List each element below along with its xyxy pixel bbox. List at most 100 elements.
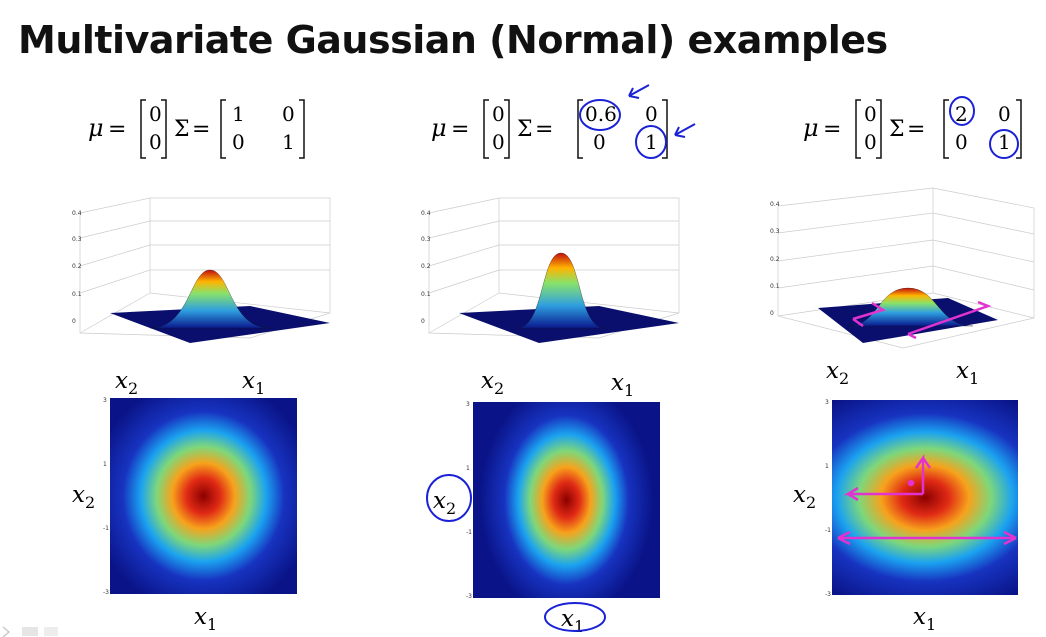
z-tick: 0.4 bbox=[770, 201, 780, 208]
heat-tick: 1 bbox=[825, 463, 829, 470]
x1-axis-label: x1 bbox=[956, 358, 979, 388]
annotation-arrow bbox=[674, 123, 696, 138]
sigma-symbol: Σ bbox=[174, 117, 190, 142]
x1-axis-label: x1 bbox=[611, 370, 634, 400]
mu-symbol: μ bbox=[803, 114, 819, 142]
equals-sign: = bbox=[192, 117, 210, 142]
heat-tick: -1 bbox=[825, 527, 831, 534]
annotation-circle bbox=[949, 96, 975, 126]
sigma-value: 0 bbox=[645, 102, 658, 126]
heat-tick: -3 bbox=[825, 591, 831, 598]
z-tick: 0.3 bbox=[421, 236, 431, 243]
annotation-arrow bbox=[852, 301, 886, 328]
contour-heatmap: 3 1 -1 -3 x2 x1 bbox=[793, 399, 1018, 634]
mu-value-2: 0 bbox=[149, 130, 162, 154]
play-icon[interactable] bbox=[2, 626, 10, 637]
z-tick: 0.1 bbox=[770, 283, 780, 290]
z-tick: 0.2 bbox=[72, 263, 82, 270]
x2-axis-label: x2 bbox=[793, 482, 816, 512]
slide-title: Multivariate Gaussian (Normal) examples bbox=[18, 18, 888, 62]
x2-axis-label: x2 bbox=[481, 368, 504, 398]
example-column-1: μ = 0 0 Σ = 1 0 0 1 bbox=[0, 80, 348, 637]
z-tick: 0 bbox=[421, 318, 425, 325]
heat-tick: -3 bbox=[103, 589, 109, 596]
equals-sign: = bbox=[823, 117, 841, 142]
screen-icon[interactable] bbox=[22, 627, 38, 636]
example-column-3: μ = 0 0 Σ = 2 0 0 1 bbox=[698, 80, 1046, 637]
sigma-symbol: Σ bbox=[889, 117, 905, 142]
equals-sign: = bbox=[535, 117, 553, 142]
annotation-arrow bbox=[914, 454, 932, 494]
equals-sign: = bbox=[108, 117, 126, 142]
x1-axis-label: x1 bbox=[561, 606, 584, 636]
heat-tick: 1 bbox=[103, 461, 107, 468]
mu-value-2: 0 bbox=[492, 130, 505, 154]
z-tick: 0.4 bbox=[421, 210, 431, 217]
sigma-value: 0 bbox=[593, 130, 606, 154]
x1-axis-label: x1 bbox=[242, 368, 265, 398]
example-column-2: μ = 0 0 Σ = 0.6 0 0 1 bbox=[349, 80, 697, 637]
z-tick: 0.2 bbox=[770, 256, 780, 263]
heat-tick: -1 bbox=[103, 525, 109, 532]
sigma-value: 1 bbox=[998, 130, 1011, 154]
mu-symbol: μ bbox=[431, 114, 447, 142]
video-player-controls[interactable] bbox=[0, 625, 80, 637]
heat-tick: 3 bbox=[466, 401, 470, 408]
x2-axis-label: x2 bbox=[433, 488, 456, 518]
z-tick: 0 bbox=[72, 318, 76, 325]
sigma-symbol: Σ bbox=[517, 117, 533, 142]
heat-tick: -1 bbox=[466, 529, 472, 536]
x2-axis-label: x2 bbox=[72, 482, 95, 512]
z-tick: 0 bbox=[770, 310, 774, 317]
volume-icon[interactable] bbox=[44, 627, 58, 636]
mu-value-1: 0 bbox=[149, 102, 162, 126]
mu-value-1: 0 bbox=[864, 102, 877, 126]
annotation-dot bbox=[907, 479, 915, 487]
x1-axis-label: x1 bbox=[913, 604, 936, 634]
parameter-formula: μ = 0 0 Σ = 1 0 0 1 bbox=[88, 99, 305, 159]
annotation-arrow bbox=[907, 300, 992, 340]
annotation-circle bbox=[989, 129, 1019, 159]
annotation-circle bbox=[544, 602, 606, 632]
mu-symbol: μ bbox=[88, 114, 104, 142]
surface-plot: 0.4 0.3 0.2 0.1 0 x2 x1 bbox=[770, 187, 1035, 388]
x2-axis-label: x2 bbox=[115, 368, 138, 398]
pink-arrows bbox=[837, 454, 1017, 546]
sigma-value: 0 bbox=[955, 130, 968, 154]
x1-axis-label: x1 bbox=[194, 604, 217, 634]
sigma-value: 1 bbox=[232, 102, 245, 126]
parameter-formula: μ = 0 0 Σ = 0.6 0 0 1 bbox=[431, 84, 696, 159]
annotation-circle bbox=[579, 99, 621, 131]
z-tick: 0.3 bbox=[72, 236, 82, 243]
mu-value-2: 0 bbox=[864, 130, 877, 154]
sigma-value: 2 bbox=[955, 102, 968, 126]
annotation-circle bbox=[426, 474, 472, 522]
z-tick: 0.1 bbox=[72, 291, 82, 298]
annotation-arrow bbox=[837, 530, 1017, 546]
sigma-value: 0 bbox=[998, 102, 1011, 126]
annotation-arrow bbox=[843, 486, 923, 502]
z-tick: 0.1 bbox=[421, 291, 431, 298]
contour-heatmap: 3 1 -1 -3 x2 x1 bbox=[72, 397, 297, 634]
z-tick: 0.4 bbox=[72, 210, 82, 217]
parameter-formula: μ = 0 0 Σ = 2 0 0 1 bbox=[803, 96, 1022, 159]
contour-heatmap: 3 1 -1 -3 x2 x1 bbox=[426, 401, 660, 636]
z-tick: 0.3 bbox=[770, 228, 780, 235]
z-tick: 0.2 bbox=[421, 263, 431, 270]
equals-sign: = bbox=[907, 117, 925, 142]
sigma-value: 1 bbox=[645, 130, 658, 154]
sigma-value: 0 bbox=[282, 102, 295, 126]
heat-tick: 3 bbox=[103, 397, 107, 404]
surface-plot: 0.4 0.3 0.2 0.1 0 x2 x1 bbox=[421, 197, 680, 400]
mu-value-1: 0 bbox=[492, 102, 505, 126]
heat-tick: -3 bbox=[466, 593, 472, 600]
equals-sign: = bbox=[451, 117, 469, 142]
x2-axis-label: x2 bbox=[826, 358, 849, 388]
sigma-value: 0.6 bbox=[585, 102, 617, 126]
heat-tick: 3 bbox=[825, 399, 829, 406]
annotation-circle bbox=[635, 125, 667, 159]
surface-plot: 0.4 0.3 0.2 0.1 0 x2 x1 bbox=[72, 197, 331, 398]
annotation-arrow bbox=[628, 84, 650, 99]
sigma-value: 0 bbox=[232, 130, 245, 154]
sigma-value: 1 bbox=[282, 130, 295, 154]
